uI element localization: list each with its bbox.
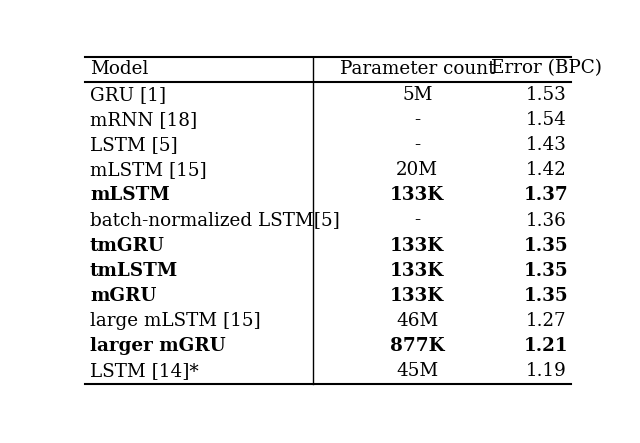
Text: 1.35: 1.35 xyxy=(524,287,568,305)
Text: 5M: 5M xyxy=(402,86,433,104)
Text: mGRU: mGRU xyxy=(90,287,156,305)
Text: 133K: 133K xyxy=(390,262,444,280)
Text: 1.43: 1.43 xyxy=(526,136,566,154)
Text: 45M: 45M xyxy=(396,362,438,381)
Text: 1.37: 1.37 xyxy=(524,187,568,204)
Text: 1.54: 1.54 xyxy=(526,111,566,129)
Text: larger mGRU: larger mGRU xyxy=(90,337,225,355)
Text: 1.53: 1.53 xyxy=(526,86,566,104)
Text: Parameter count: Parameter count xyxy=(340,59,495,78)
Text: mLSTM: mLSTM xyxy=(90,187,170,204)
Text: 1.35: 1.35 xyxy=(524,262,568,280)
Text: tmGRU: tmGRU xyxy=(90,237,164,255)
Text: 1.36: 1.36 xyxy=(526,211,566,229)
Text: large mLSTM [15]: large mLSTM [15] xyxy=(90,312,260,330)
Text: 20M: 20M xyxy=(396,161,438,179)
Text: batch-normalized LSTM[5]: batch-normalized LSTM[5] xyxy=(90,211,340,229)
Text: 1.42: 1.42 xyxy=(526,161,566,179)
Text: 877K: 877K xyxy=(390,337,445,355)
Text: tmLSTM: tmLSTM xyxy=(90,262,178,280)
Text: -: - xyxy=(414,211,420,229)
Text: 133K: 133K xyxy=(390,287,444,305)
Text: LSTM [5]: LSTM [5] xyxy=(90,136,178,154)
Text: 1.19: 1.19 xyxy=(526,362,566,381)
Text: 133K: 133K xyxy=(390,187,444,204)
Text: -: - xyxy=(414,111,420,129)
Text: Model: Model xyxy=(90,59,148,78)
Text: 133K: 133K xyxy=(390,237,444,255)
Text: GRU [1]: GRU [1] xyxy=(90,86,166,104)
Text: 1.21: 1.21 xyxy=(524,337,568,355)
Text: mRNN [18]: mRNN [18] xyxy=(90,111,197,129)
Text: 1.27: 1.27 xyxy=(526,312,566,330)
Text: mLSTM [15]: mLSTM [15] xyxy=(90,161,207,179)
Text: 46M: 46M xyxy=(396,312,438,330)
Text: LSTM [14]*: LSTM [14]* xyxy=(90,362,198,381)
Text: Error (BPC): Error (BPC) xyxy=(491,59,602,78)
Text: -: - xyxy=(414,136,420,154)
Text: 1.35: 1.35 xyxy=(524,237,568,255)
